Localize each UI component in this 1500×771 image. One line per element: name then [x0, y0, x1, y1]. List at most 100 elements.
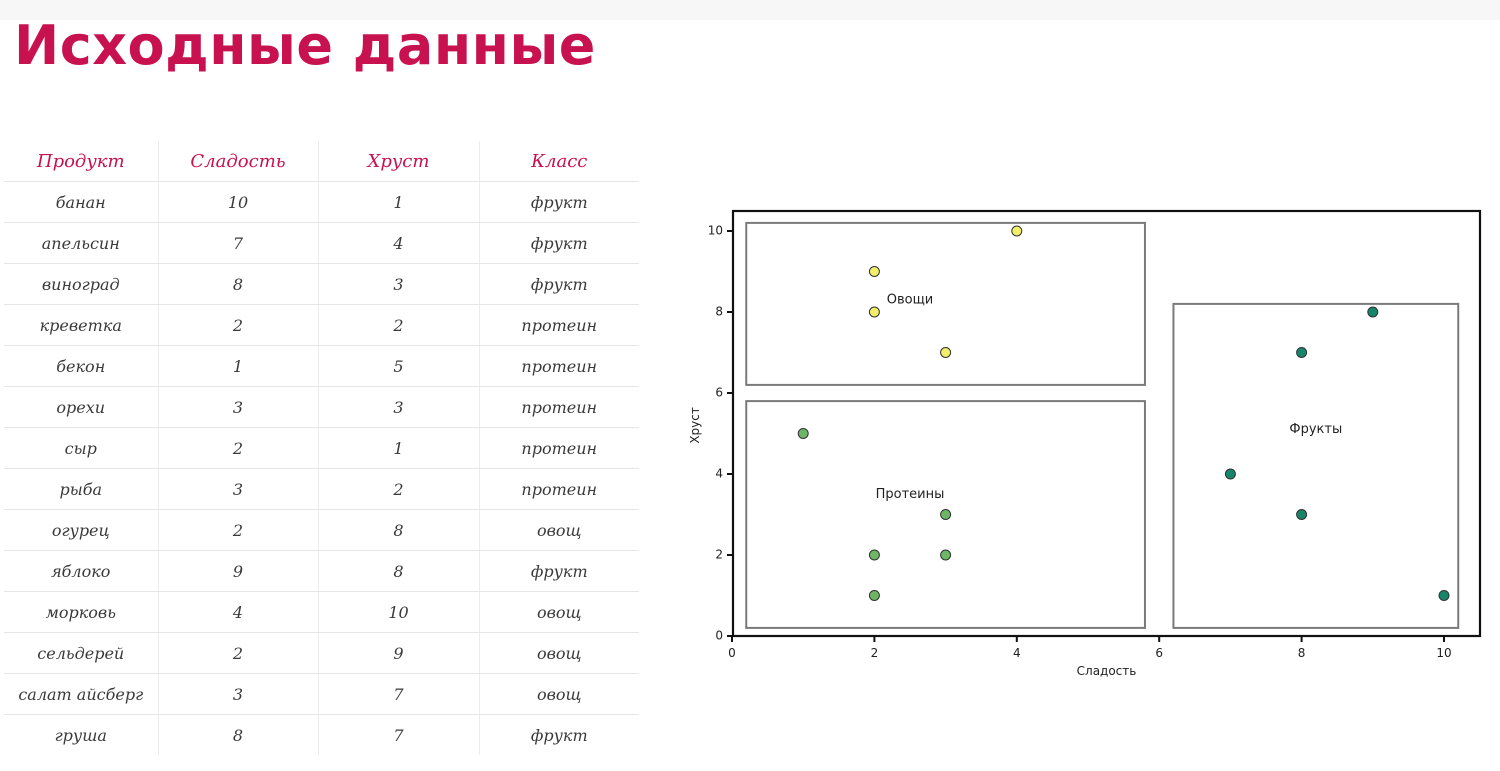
data-point: [1296, 347, 1308, 358]
table-row: сельдерей 2 9 овощ: [4, 632, 639, 674]
cell-product: орехи: [4, 386, 158, 428]
data-point: [940, 347, 952, 358]
data-point: [868, 590, 880, 601]
cell-crunch: 8: [317, 550, 479, 592]
data-point: [1438, 590, 1450, 601]
cell-class: протеин: [478, 468, 639, 510]
cell-class: протеин: [478, 345, 639, 387]
cell-sweetness: 2: [157, 509, 318, 551]
data-point: [1224, 468, 1236, 480]
data-table: Продукт Сладость Хруст Класс банан 10 1 …: [4, 141, 639, 755]
scatter-chart: Овощи Протеины Фрукты 0 2 4 6 8 10 0 2 4 6 8 10 Сладост…: [688, 209, 1482, 678]
data-point: [940, 549, 952, 561]
cell-crunch: 5: [317, 345, 479, 387]
table-row: огурец 2 8 овощ: [4, 509, 639, 551]
cell-crunch: 1: [317, 181, 479, 223]
cell-product: груша: [54, 725, 107, 745]
y-axis-label: Хруст: [688, 407, 702, 444]
cell-sweetness: 4: [157, 591, 318, 633]
cell-class: фрукт: [478, 263, 639, 305]
cell-crunch: 9: [317, 632, 479, 674]
group-label: Протеины: [876, 487, 945, 502]
table-row: сыр 2 1 протеин: [4, 427, 639, 469]
table-row: салат айсберг 3 7 овощ: [4, 673, 639, 715]
table-row: креветка 2 2 протеин: [4, 304, 639, 346]
data-point: [797, 428, 809, 439]
cell-class: овощ: [478, 673, 639, 715]
group-box: [1172, 302, 1460, 629]
cell-sweetness: 2: [157, 427, 318, 469]
cell-product: виноград: [4, 263, 158, 305]
cell-crunch: 2: [317, 468, 479, 510]
x-tick-label: 2: [871, 646, 879, 660]
table-row: апельсин 7 4 фрукт: [4, 222, 639, 264]
x-axis-label: Сладость: [1077, 664, 1137, 678]
cell-product: банан: [4, 181, 158, 223]
group-label: Фрукты: [1289, 422, 1342, 437]
top-strip: [0, 0, 1500, 20]
table-row: виноград 8 3 фрукт: [4, 263, 639, 305]
table-row: морковь 4 10 овощ: [4, 591, 639, 633]
cell-class: овощ: [478, 632, 639, 674]
cell-product: рыба: [4, 468, 158, 510]
cell-product: яблоко: [4, 550, 158, 592]
cell-product: креветка: [4, 304, 158, 346]
cell-crunch: 1: [317, 427, 479, 469]
table-row: рыба 3 2 протеин: [4, 468, 639, 510]
cell-product: апельсин: [4, 222, 158, 264]
cell-class: овощ: [478, 591, 639, 633]
cell-class: протеин: [478, 304, 639, 346]
data-point: [868, 266, 880, 277]
cell-crunch: 7: [317, 714, 479, 755]
cell-class: фрукт: [478, 714, 639, 755]
cell-sweetness: 3: [157, 673, 318, 715]
x-tick-label: 10: [1436, 646, 1451, 660]
y-tick-label: 2: [715, 548, 723, 562]
group-box: [745, 400, 1146, 629]
group-box: [745, 221, 1146, 386]
group-label: Овощи: [887, 292, 934, 307]
header-sweetness: Сладость: [157, 141, 318, 182]
cell-product: салат айсберг: [4, 673, 158, 715]
data-point: [868, 306, 880, 318]
page-title: Исходные данные: [14, 14, 596, 77]
cell-crunch: 3: [317, 263, 479, 305]
data-point: [1367, 306, 1379, 318]
table-row: банан 10 1 фрукт: [4, 181, 639, 223]
cell-sweetness: 9: [157, 550, 318, 592]
y-tick-label: 6: [715, 386, 723, 400]
table-row: орехи 3 3 протеин: [4, 386, 639, 428]
y-tick-label: 4: [715, 467, 723, 481]
header-product: Продукт: [4, 141, 158, 182]
y-tick-label: 10: [708, 224, 723, 238]
cell-sweetness: 8: [157, 263, 318, 305]
cell-class: овощ: [478, 509, 639, 551]
x-tick-label: 8: [1298, 646, 1306, 660]
data-point: [1296, 509, 1308, 520]
cell-crunch: 10: [317, 591, 479, 633]
cell-product: сыр: [4, 427, 158, 469]
cell-crunch: 8: [317, 509, 479, 551]
plot-frame: [731, 209, 1482, 638]
cell-sweetness: 2: [157, 632, 318, 674]
data-point: [868, 549, 880, 561]
y-tick-label: 0: [715, 629, 723, 643]
cell-crunch: 3: [317, 386, 479, 428]
table-header-row: Продукт Сладость Хруст Класс: [4, 141, 639, 182]
table-row: бекон 1 5 протеин: [4, 345, 639, 387]
cell-sweetness: 3: [157, 468, 318, 510]
cell-sweetness: 10: [157, 181, 318, 223]
cell-sweetness: 7: [157, 222, 318, 264]
cell-product: бекон: [4, 345, 158, 387]
cell-crunch: 4: [317, 222, 479, 264]
cell-sweetness: 8: [157, 714, 318, 755]
table-row: груша 8 7 фрукт: [4, 714, 639, 755]
cell-class: протеин: [478, 427, 639, 469]
x-tick-label: 6: [1155, 646, 1163, 660]
table-row: яблоко 9 8 фрукт: [4, 550, 639, 592]
header-class: Класс: [478, 141, 639, 182]
cell-product: огурец: [4, 509, 158, 551]
cell-class: протеин: [478, 386, 639, 428]
cell-sweetness: 3: [157, 386, 318, 428]
cell-class: фрукт: [478, 181, 639, 223]
